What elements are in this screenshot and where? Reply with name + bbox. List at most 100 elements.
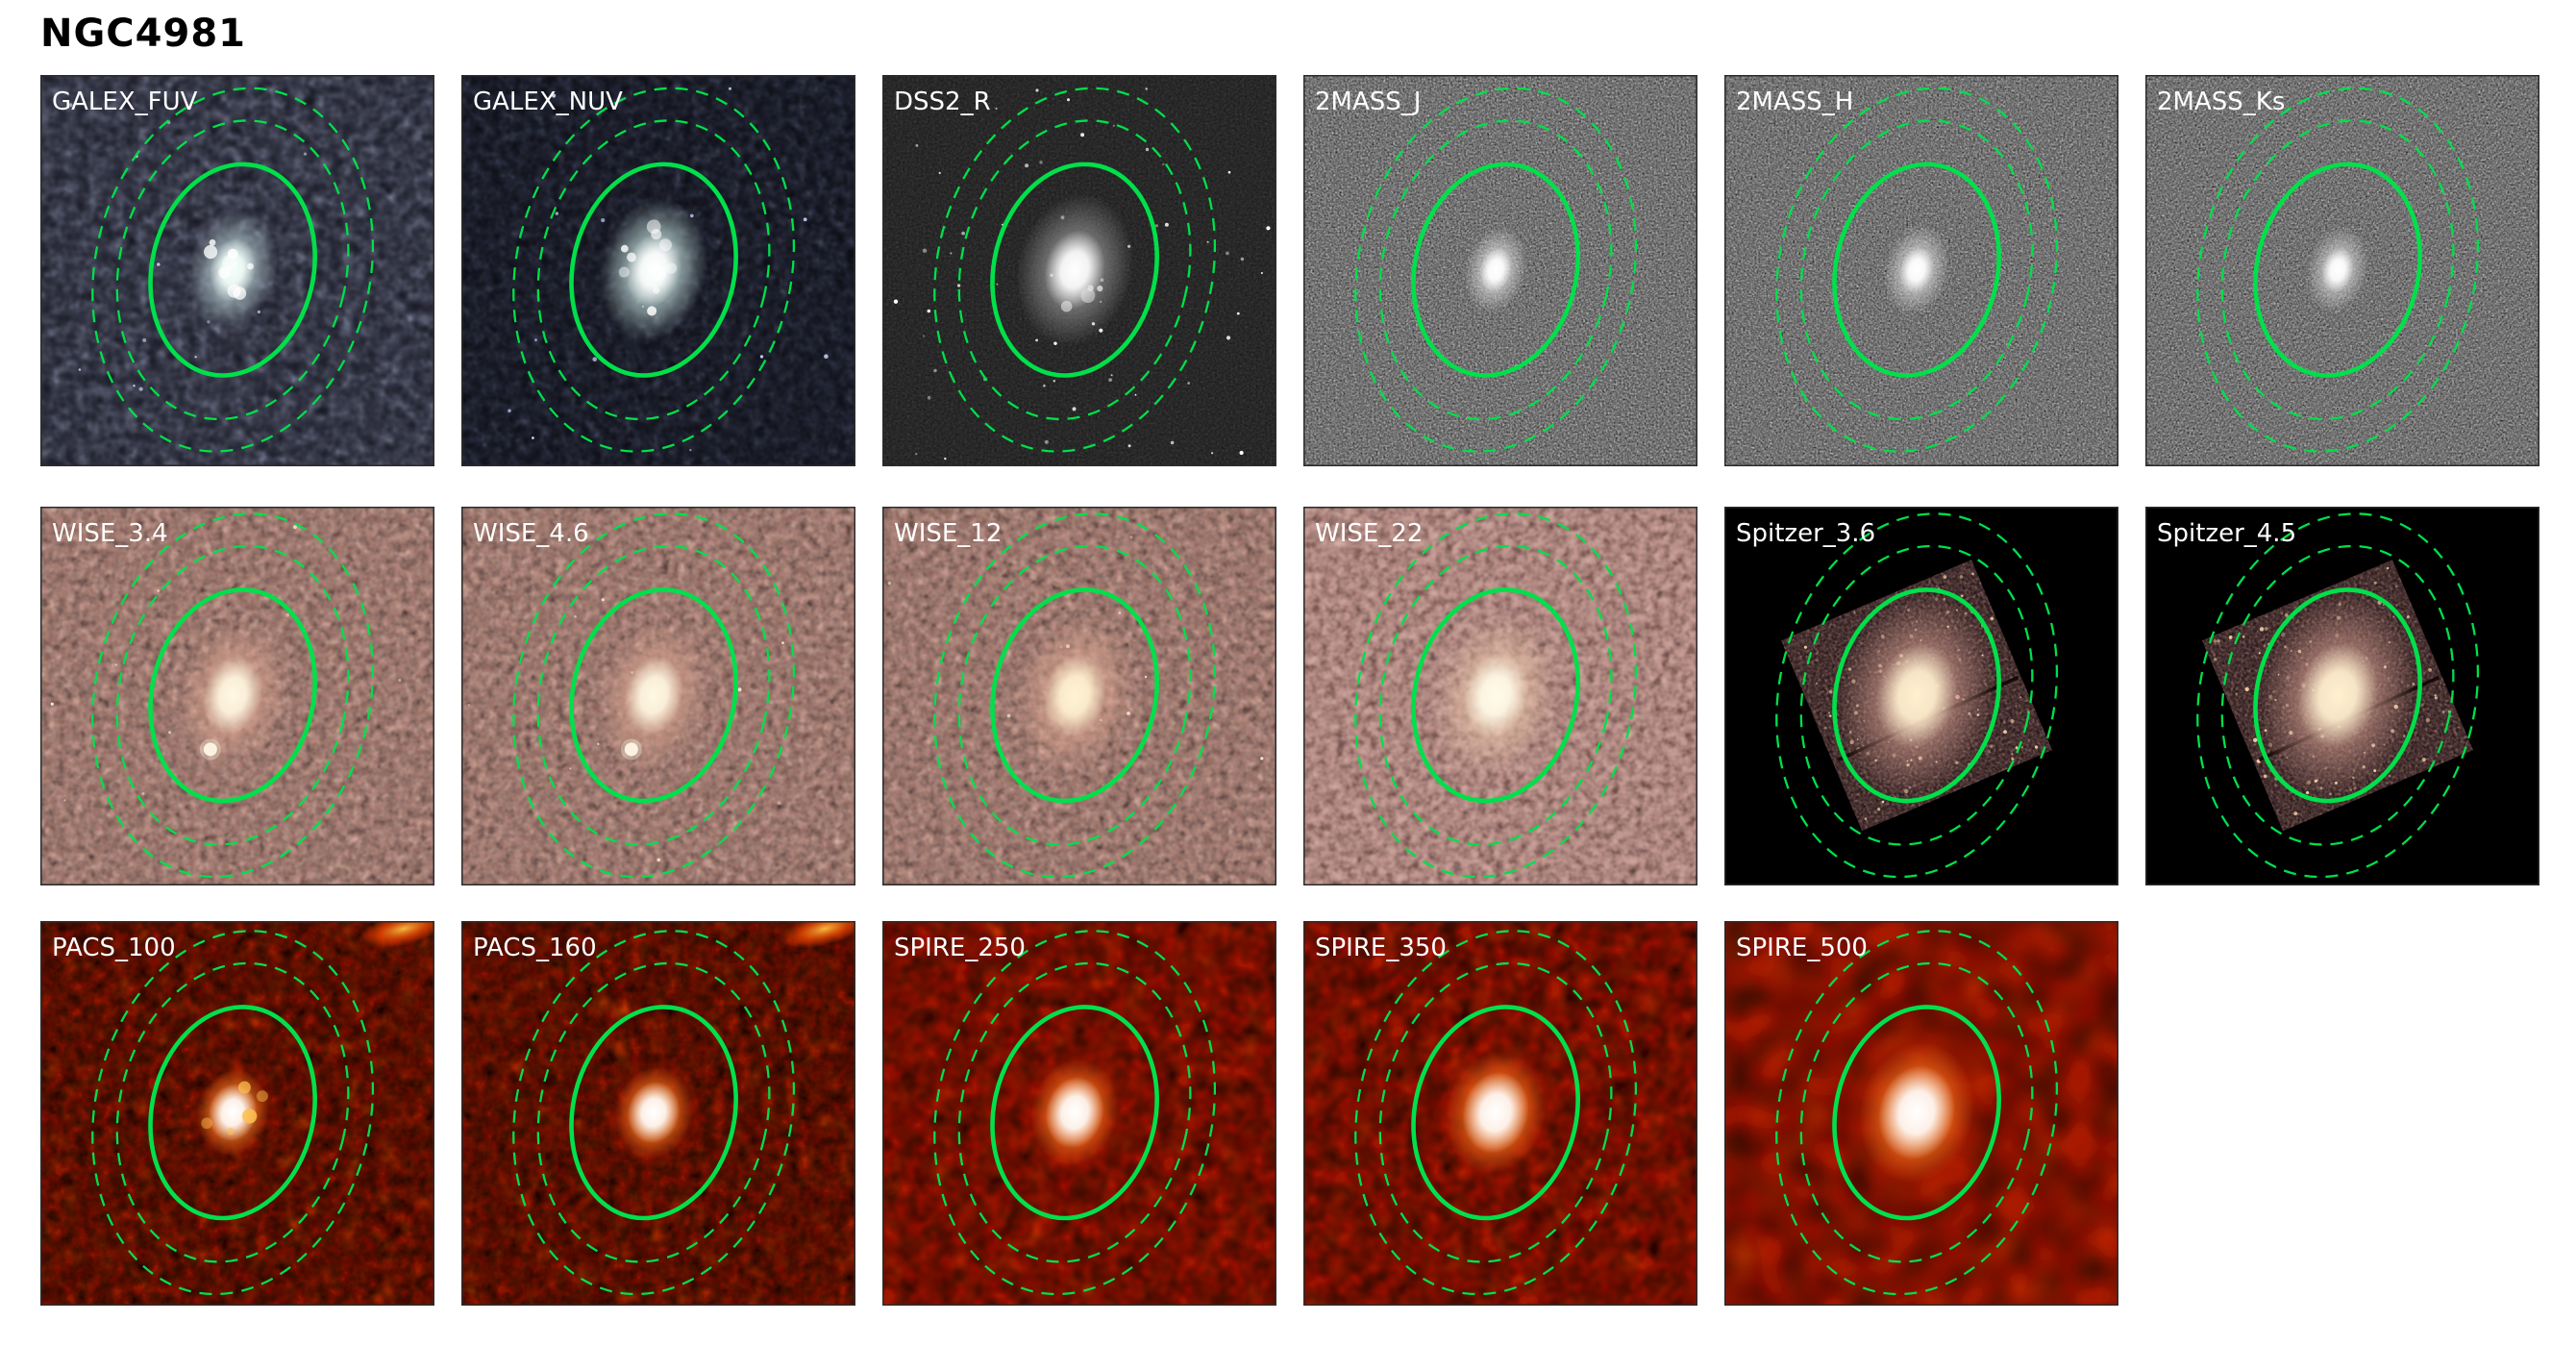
- dashed-aperture-ellipse: [1799, 544, 2034, 846]
- panel-label: WISE_22: [1315, 519, 1423, 548]
- dashed-aperture-ellipse: [2220, 119, 2455, 421]
- solid-aperture-ellipse: [569, 587, 738, 804]
- panel-border: [461, 507, 855, 885]
- panel-label: WISE_4.6: [473, 519, 589, 548]
- galaxy: [1883, 224, 1950, 316]
- band-image: WISE_4.6: [461, 507, 855, 885]
- galaxy: [2306, 226, 2369, 314]
- panel-label: SPIRE_250: [894, 934, 1026, 962]
- solid-aperture-ellipse: [1832, 162, 2001, 378]
- galaxy: [1838, 594, 1995, 797]
- dashed-aperture-ellipse: [536, 119, 771, 421]
- solid-aperture-ellipse: [1832, 587, 2001, 804]
- panel-label: SPIRE_500: [1736, 934, 1868, 962]
- panel-wise-4-6: WISE_4.6: [461, 507, 855, 885]
- panel-label: GALEX_NUV: [473, 87, 623, 116]
- band-image: GALEX_NUV: [461, 75, 855, 466]
- panel-label: WISE_3.4: [52, 519, 168, 548]
- galaxy: [596, 619, 711, 772]
- panel-wise-3-4: WISE_3.4: [40, 507, 434, 885]
- panel-dss2-r: DSS2_R: [882, 75, 1276, 466]
- panel-spire-350: SPIRE_350: [1303, 921, 1697, 1306]
- dashed-aperture-ellipse: [1378, 119, 1613, 421]
- panel-wise-12: WISE_12: [882, 507, 1276, 885]
- panel-label: DSS2_R: [894, 87, 991, 116]
- panel-border: [40, 921, 434, 1306]
- solid-aperture-ellipse: [990, 162, 1159, 378]
- panel-pacs-160: PACS_160: [461, 921, 855, 1306]
- galaxy: [1013, 615, 1136, 776]
- galaxy: [1015, 193, 1134, 346]
- foreground-star: [203, 742, 217, 757]
- band-image: WISE_3.4: [40, 507, 434, 885]
- dashed-aperture-ellipse: [1354, 930, 1638, 1296]
- dashed-aperture-ellipse: [933, 930, 1217, 1296]
- panel-border: [882, 75, 1276, 466]
- dashed-aperture-ellipse: [115, 544, 350, 846]
- dashed-aperture-ellipse: [957, 544, 1192, 846]
- dashed-aperture-ellipse: [1378, 961, 1613, 1263]
- panel-2mass-j: 2MASS_J: [1303, 75, 1697, 466]
- panel-label: Spitzer_4.5: [2157, 519, 2296, 548]
- panel-galex-nuv: GALEX_NUV: [461, 75, 855, 466]
- galaxy: [1432, 614, 1559, 777]
- dashed-aperture-ellipse: [512, 930, 796, 1296]
- solid-aperture-ellipse: [1411, 1005, 1580, 1221]
- dashed-aperture-ellipse: [957, 961, 1192, 1263]
- panel-spitzer-4-5: Spitzer_4.5: [2145, 507, 2539, 885]
- band-image: 2MASS_J: [1303, 75, 1697, 466]
- panel-spire-500: SPIRE_500: [1724, 921, 2118, 1306]
- dashed-aperture-ellipse: [115, 961, 350, 1263]
- aperture-ellipses: [1354, 930, 1638, 1296]
- band-image: SPIRE_250: [882, 921, 1276, 1306]
- panel-border: [1303, 921, 1697, 1306]
- edge-artifact-blob: [780, 921, 855, 949]
- solid-aperture-ellipse: [1832, 1005, 2001, 1221]
- panel-2mass-ks: 2MASS_Ks: [2145, 75, 2539, 466]
- dashed-aperture-ellipse: [115, 119, 350, 421]
- panel-spire-250: SPIRE_250: [882, 921, 1276, 1306]
- band-image: PACS_160: [461, 921, 855, 1306]
- panel-label: 2MASS_Ks: [2157, 87, 2285, 116]
- panel-border: [1303, 507, 1697, 885]
- panel-label: PACS_100: [52, 934, 176, 962]
- band-image: WISE_22: [1303, 507, 1697, 885]
- panel-border: [882, 921, 1276, 1306]
- galaxy: [1431, 1034, 1560, 1191]
- aperture-ellipses: [1775, 930, 2059, 1296]
- dashed-aperture-ellipse: [536, 961, 771, 1263]
- solid-aperture-ellipse: [148, 587, 317, 804]
- panel-border: [461, 921, 855, 1306]
- panel-wise-22: WISE_22: [1303, 507, 1697, 885]
- dashed-aperture-ellipse: [1775, 930, 2059, 1296]
- panel-galex-fuv: GALEX_FUV: [40, 75, 434, 466]
- page-title: NGC4981: [40, 12, 246, 56]
- panel-spitzer-3-6: Spitzer_3.6: [1724, 507, 2118, 885]
- galaxy: [175, 619, 290, 772]
- panel-border: [40, 507, 434, 885]
- solid-aperture-ellipse: [148, 162, 317, 378]
- galaxy: [2259, 594, 2416, 797]
- dashed-aperture-ellipse: [2220, 544, 2455, 846]
- panel-border: [1303, 75, 1697, 466]
- panel-border: [882, 507, 1276, 885]
- aperture-ellipses: [512, 930, 796, 1296]
- band-image: Spitzer_3.6: [1724, 507, 2118, 885]
- panel-border: [461, 75, 855, 466]
- panel-2mass-h: 2MASS_H: [1724, 75, 2118, 466]
- aperture-ellipses: [933, 930, 1217, 1296]
- panel-label: SPIRE_350: [1315, 934, 1447, 962]
- dashed-aperture-ellipse: [91, 930, 375, 1296]
- panel-label: WISE_12: [894, 519, 1002, 548]
- galaxy: [186, 1057, 280, 1168]
- panel-label: GALEX_FUV: [52, 87, 198, 116]
- foreground-star: [624, 742, 638, 757]
- panel-border: [2145, 507, 2539, 885]
- galaxy: [1464, 226, 1527, 314]
- dashed-aperture-ellipse: [1799, 961, 2034, 1263]
- band-image: 2MASS_Ks: [2145, 75, 2539, 466]
- solid-aperture-ellipse: [1411, 587, 1580, 804]
- aperture-ellipses: [91, 930, 375, 1296]
